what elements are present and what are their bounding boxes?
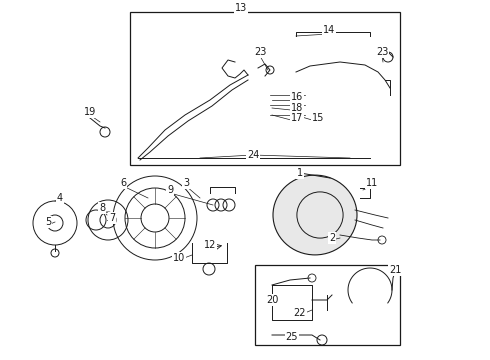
Text: 18: 18: [291, 103, 303, 113]
Ellipse shape: [273, 175, 357, 255]
Text: 2: 2: [329, 233, 335, 243]
Text: 15: 15: [312, 113, 324, 123]
Text: 24: 24: [247, 150, 259, 160]
Text: 7: 7: [109, 213, 115, 223]
Text: 3: 3: [183, 178, 189, 188]
Text: 12: 12: [204, 240, 216, 250]
Text: 19: 19: [84, 107, 96, 117]
Text: 16: 16: [291, 92, 303, 102]
Text: 17: 17: [291, 113, 303, 123]
Text: 5: 5: [45, 217, 51, 227]
Text: 23: 23: [376, 47, 388, 57]
Text: 4: 4: [57, 193, 63, 203]
Bar: [255, 265, 400, 345]
Text: 20: 20: [266, 295, 278, 305]
Text: 10: 10: [173, 253, 185, 263]
Text: 14: 14: [323, 25, 335, 35]
Text: 6: 6: [120, 178, 126, 188]
Text: 22: 22: [294, 308, 306, 318]
Text: 21: 21: [389, 265, 401, 275]
Text: 9: 9: [167, 185, 173, 195]
Text: 11: 11: [366, 178, 378, 188]
Text: 13: 13: [235, 3, 247, 13]
Text: 8: 8: [99, 203, 105, 213]
Text: 23: 23: [254, 47, 266, 57]
Text: 1: 1: [297, 168, 303, 178]
Bar: [130, 12, 400, 165]
Text: 25: 25: [286, 332, 298, 342]
